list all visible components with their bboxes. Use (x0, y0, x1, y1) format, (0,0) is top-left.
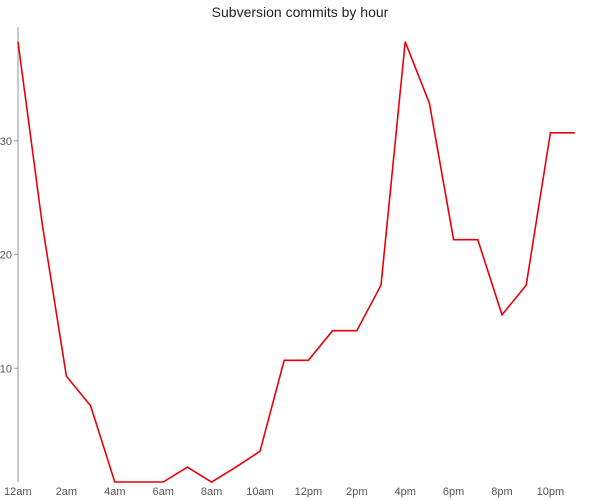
x-tick-label: 10am (246, 486, 274, 498)
data-point-1pm (332, 330, 334, 332)
data-point-6am (162, 481, 164, 483)
y-tick-label: 20 (0, 250, 12, 262)
x-tick-label: 6pm (443, 486, 464, 498)
x-tick-label: 2pm (346, 486, 367, 498)
data-point-8pm (501, 314, 503, 316)
data-point-8am (211, 481, 213, 483)
data-point-10am (259, 450, 261, 452)
x-tick-label: 12pm (295, 486, 323, 498)
data-point-4am (114, 481, 116, 483)
x-tick-label: 2am (56, 486, 77, 498)
data-point-5am (138, 481, 140, 483)
data-point-7pm (477, 239, 479, 241)
data-point-2pm (356, 330, 358, 332)
data-point-6pm (453, 239, 455, 241)
x-tick-label: 4pm (394, 486, 415, 498)
chart-title: Subversion commits by hour (211, 4, 389, 20)
x-tick-label: 8am (201, 486, 222, 498)
data-point-11pm (574, 132, 576, 134)
data-point-7am (186, 466, 188, 468)
series-line (17, 41, 575, 483)
data-point-4pm (404, 41, 406, 43)
data-point-9pm (525, 284, 527, 286)
x-tick-label: 8pm (491, 486, 512, 498)
data-point-3pm (380, 284, 382, 286)
data-point-12am (17, 41, 19, 43)
x-tick-label: 10pm (537, 486, 565, 498)
data-point-1am (41, 223, 43, 225)
data-point-9am (235, 466, 237, 468)
data-point-11am (283, 359, 285, 361)
x-tick-label: 12am (4, 486, 32, 498)
data-point-2am (65, 375, 67, 377)
y-tick-label: 10 (0, 363, 12, 375)
x-tick-label: 6am (152, 486, 173, 498)
y-axis-ticks: 10 20 30 (0, 136, 18, 375)
data-point-3am (90, 405, 92, 407)
x-tick-label: 4am (104, 486, 125, 498)
data-point-5pm (428, 102, 430, 104)
x-axis-ticks: 12am 2am 4am 6am 8am 10am 12pm 2pm 4pm 6pm 8pm 10pm (4, 486, 564, 498)
data-point-12pm (307, 359, 309, 361)
data-points (17, 41, 576, 483)
y-tick-label: 30 (0, 136, 12, 148)
data-point-10pm (549, 132, 551, 134)
